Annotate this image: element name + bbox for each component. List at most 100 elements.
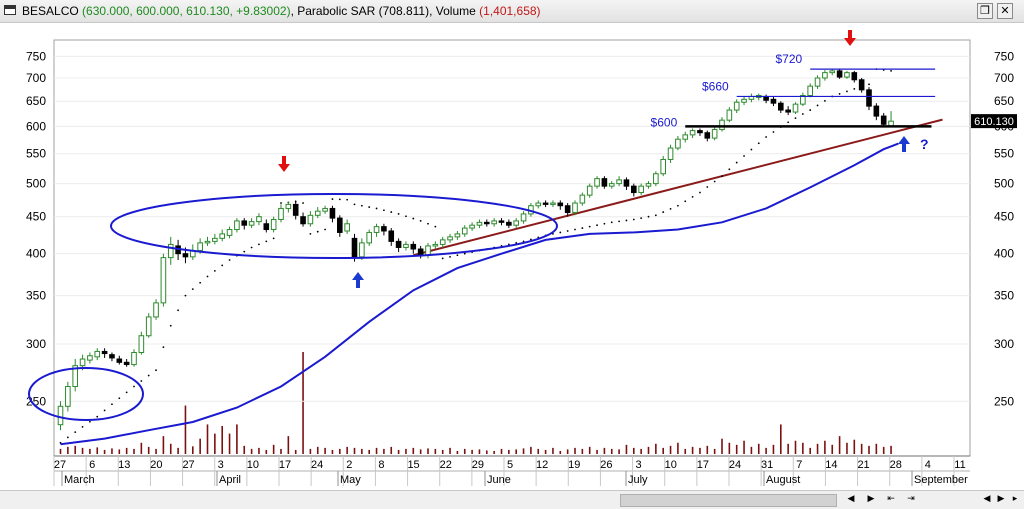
- candle-body: [138, 335, 145, 353]
- candle-body: [109, 354, 115, 359]
- sar-dot: [383, 209, 385, 212]
- x-tick-label: 11: [954, 459, 965, 471]
- sar-dot: [699, 191, 701, 194]
- candle-up: [72, 359, 79, 392]
- restore-icon[interactable]: ❐: [977, 3, 993, 19]
- title-bar: BESALCO (630.000, 600.000, 610.130, +9.8…: [0, 0, 1024, 23]
- x-tick-label: 31: [761, 459, 773, 471]
- y-tick-label-left: 650: [26, 94, 46, 108]
- sar-dot: [618, 220, 620, 223]
- x-tick-label: 29: [472, 459, 484, 471]
- candle-body: [395, 240, 402, 248]
- scroll-page-right-icon[interactable]: ▶: [997, 494, 1005, 504]
- x-tick-label: 24: [311, 459, 323, 471]
- candle-body: [145, 316, 152, 337]
- candle-body: [366, 231, 372, 244]
- candle-body: [535, 202, 542, 207]
- month-label: September: [914, 474, 968, 486]
- y-tick-label-left: 400: [26, 247, 46, 261]
- sar-dot: [669, 207, 672, 210]
- candle-down: [697, 128, 703, 136]
- candle-up: [285, 201, 292, 213]
- sar-dot: [397, 213, 400, 215]
- candle-body: [263, 223, 270, 231]
- zoom-out-icon[interactable]: ⇥: [907, 494, 915, 504]
- candle-down: [241, 218, 248, 230]
- candle-body: [733, 101, 740, 111]
- x-tick-label: 17: [279, 459, 291, 471]
- candle-body: [550, 202, 556, 205]
- candle-body: [513, 220, 520, 226]
- sar-dot: [302, 202, 304, 204]
- candle-down: [564, 203, 571, 217]
- sar-dot: [390, 211, 393, 213]
- candle-body: [858, 79, 865, 91]
- sar-dot: [640, 217, 643, 220]
- sar-dot: [199, 281, 202, 284]
- sar-dot: [691, 195, 694, 198]
- candle-up: [322, 205, 328, 214]
- last-price-tag: 610.130: [971, 114, 1017, 129]
- x-tick-label: 4: [925, 459, 931, 471]
- candle-body: [491, 220, 497, 225]
- scroll-left-icon[interactable]: ◀: [847, 494, 855, 504]
- zoom-in-icon[interactable]: ⇤: [887, 494, 895, 504]
- y-tick-label-right: 650: [994, 94, 1014, 108]
- sar-dot: [272, 237, 275, 240]
- sar-dot: [81, 425, 84, 428]
- candle-body: [270, 219, 277, 231]
- y-tick-label-left: 550: [26, 147, 46, 161]
- close-icon[interactable]: ✕: [997, 3, 1013, 19]
- x-tick-label: 13: [118, 459, 130, 471]
- candle-body: [57, 405, 64, 426]
- month-label: August: [766, 474, 800, 486]
- candle-body: [697, 130, 703, 134]
- sar-dot: [721, 175, 723, 178]
- title-sar-label: Parabolic SAR: [297, 4, 376, 18]
- scroll-end-icon[interactable]: ▸: [1012, 494, 1018, 504]
- sar-dot: [728, 168, 731, 171]
- candle-up: [87, 352, 93, 364]
- candle-body: [344, 223, 350, 232]
- moving-average: [60, 142, 899, 446]
- sar-dot: [353, 203, 356, 206]
- scroll-right-icon[interactable]: ▶: [867, 494, 875, 504]
- sar-dot: [133, 385, 135, 388]
- candle-body: [292, 203, 299, 216]
- candle-up: [572, 200, 578, 216]
- sar-dot: [868, 83, 870, 86]
- title-volume-label: Volume: [435, 4, 476, 18]
- candle-body: [101, 350, 108, 355]
- scrollbar-thumb[interactable]: [620, 494, 837, 507]
- candle-up: [256, 213, 262, 226]
- sar-dot: [713, 180, 716, 183]
- candle-body: [219, 233, 225, 239]
- sar-dot: [735, 161, 738, 164]
- sar-dot: [346, 198, 349, 201]
- plot-area: [53, 39, 971, 457]
- horizontal-scrollbar[interactable]: ◀ ▶ ⇤ ⇥ ◀ ▶ ▸: [0, 490, 1024, 509]
- sar-dot: [647, 215, 650, 218]
- scroll-page-left-icon[interactable]: ◀: [983, 494, 991, 504]
- candle-body: [79, 358, 86, 367]
- y-tick-label-right: 300: [994, 337, 1014, 351]
- candle-body: [653, 173, 659, 185]
- candle-body: [160, 257, 167, 304]
- candle-up: [314, 207, 321, 219]
- candle-up: [689, 128, 696, 139]
- sar-dot: [846, 90, 848, 93]
- candle-body: [638, 185, 644, 194]
- candle-body: [586, 185, 593, 196]
- candle-up: [719, 117, 725, 132]
- sar-dot: [677, 204, 679, 207]
- candle-body: [542, 202, 549, 205]
- x-tick-label: 27: [54, 459, 66, 471]
- candle-down: [337, 215, 343, 237]
- sar-dot: [316, 230, 319, 233]
- candle-up: [844, 70, 850, 79]
- sar-dot: [772, 131, 775, 133]
- y-tick-label-right: 750: [994, 49, 1014, 63]
- x-tick-label: 10: [247, 459, 259, 471]
- candle-body: [844, 72, 850, 78]
